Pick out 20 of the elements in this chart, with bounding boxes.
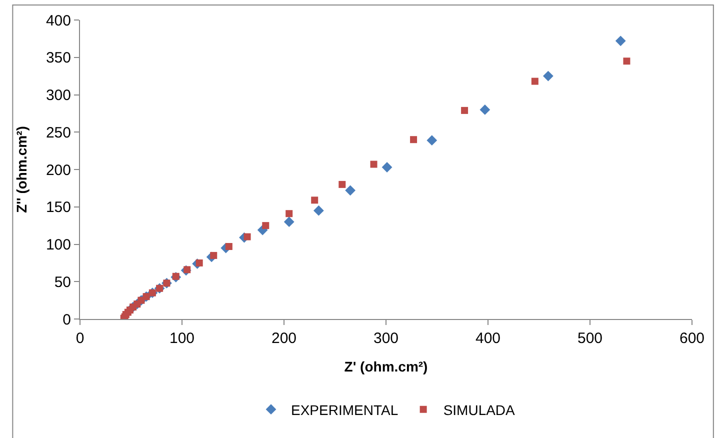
y-axis-title: Z'' (ohm.cm²) (14, 126, 30, 213)
legend-label: EXPERIMENTAL (291, 402, 398, 418)
x-tick-label: 100 (169, 330, 195, 347)
y-tick-label: 100 (46, 236, 71, 254)
x-tick-label: 500 (577, 330, 603, 347)
y-tick-label: 350 (46, 50, 71, 67)
x-tick-label: 400 (475, 330, 501, 347)
y-tick-label: 400 (46, 12, 71, 30)
x-tick-label: 0 (76, 330, 84, 347)
legend-label: SIMULADA (443, 402, 516, 418)
y-tick-label: 200 (46, 162, 71, 179)
y-tick-label: 0 (62, 311, 71, 328)
x-tick-label: 600 (679, 330, 705, 347)
y-tick-label: 300 (46, 87, 71, 104)
y-tick-label: 50 (54, 274, 71, 291)
y-tick-label: 250 (46, 124, 71, 142)
y-tick-label: 150 (46, 199, 71, 216)
x-tick-label: 300 (373, 330, 399, 347)
x-tick-label: 200 (271, 330, 297, 347)
x-axis-title: Z' (ohm.cm²) (344, 358, 428, 374)
